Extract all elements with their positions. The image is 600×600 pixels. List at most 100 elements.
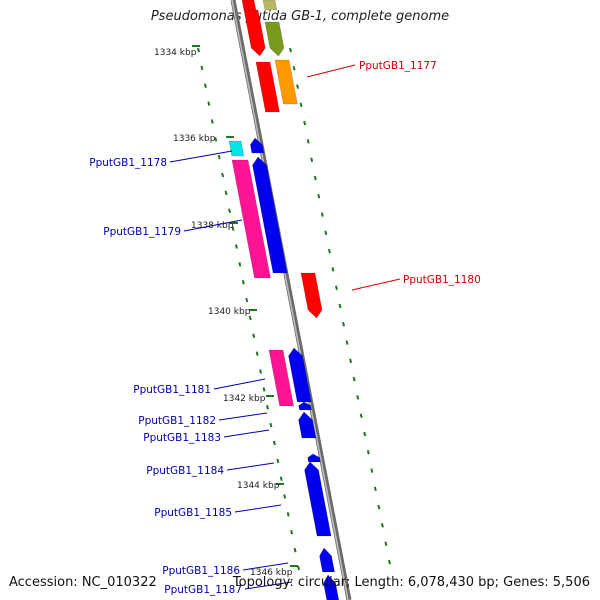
right-scale-ruler (342, 322, 346, 327)
gene-label-pputgb1-1185[interactable]: PputGB1_1185 (154, 507, 232, 519)
right-scale-ruler (338, 303, 342, 309)
right-scale-ruler (303, 120, 307, 126)
gene-feature-pputgb1-1187[interactable] (323, 574, 340, 600)
right-scale-ruler (359, 413, 363, 418)
scale-label: 1336 kbp (173, 134, 216, 144)
left-scale-ruler (217, 154, 221, 160)
left-scale-ruler (262, 387, 266, 392)
left-scale-ruler (200, 65, 204, 71)
left-scale-ruler (290, 530, 294, 535)
leader-line-pputgb1-1177 (306, 64, 356, 78)
left-scale-ruler (286, 512, 290, 517)
left-scale-ruler (272, 440, 276, 446)
gene-label-pputgb1-1180[interactable]: PputGB1_1180 (403, 274, 481, 286)
gene-label-pputgb1-1181[interactable]: PputGB1_1181 (133, 384, 211, 396)
genome-backbone-highlight (231, 0, 349, 600)
left-scale-ruler (297, 565, 300, 571)
left-scale-ruler (210, 119, 214, 124)
map-title: Pseudomonas putida GB-1, complete genome (150, 9, 450, 24)
right-scale-ruler (320, 212, 324, 217)
left-scale-ruler (234, 244, 238, 249)
scale-label: 1342 kbp (223, 394, 266, 404)
gene-feature-pputgb1-1182[interactable] (298, 401, 312, 411)
gene-label-pputgb1-1179[interactable]: PputGB1_1179 (103, 226, 181, 238)
left-scale-ruler (231, 226, 235, 231)
gene-feature-pputgb1-1184[interactable] (307, 453, 321, 463)
gene-feature-red[interactable] (255, 61, 280, 113)
right-scale-ruler (349, 358, 353, 364)
gene-feature-blue[interactable] (249, 137, 265, 154)
scale-label: 1344 kbp (237, 481, 280, 491)
left-scale-ruler (276, 458, 280, 464)
right-scale-ruler (370, 468, 374, 473)
gene-feature-pputgb1-1179[interactable] (231, 159, 271, 279)
gene-feature-top-olive[interactable] (262, 0, 278, 11)
accession-label: Accession: NC_010322 (9, 575, 157, 590)
gene-feature-blue[interactable] (288, 347, 312, 403)
left-scale-ruler (228, 208, 232, 214)
left-scale-ruler (197, 47, 200, 53)
leader-line-pputgb1-1181 (213, 378, 266, 390)
left-scale-ruler (248, 315, 252, 321)
gene-feature-red[interactable] (243, 9, 266, 57)
right-scale-ruler (296, 84, 300, 89)
right-scale-ruler (388, 559, 391, 565)
right-scale-ruler (299, 102, 303, 108)
gene-feature-pputgb1-1178[interactable] (228, 140, 245, 157)
right-scale-ruler (306, 139, 310, 144)
leader-line-pputgb1-1184 (226, 462, 275, 471)
gene-label-pputgb1-1184[interactable]: PputGB1_1184 (146, 465, 224, 477)
gene-label-pputgb1-1187[interactable]: PputGB1_1187 (164, 584, 242, 596)
scale-label: 1334 kbp (154, 48, 197, 58)
left-scale-ruler (279, 476, 283, 481)
left-scale-ruler (252, 333, 256, 339)
gene-label-pputgb1-1177[interactable]: PputGB1_1177 (359, 60, 437, 72)
right-scale-ruler (331, 267, 335, 272)
gene-label-pputgb1-1182[interactable]: PputGB1_1182 (138, 415, 216, 427)
left-scale-ruler (245, 297, 249, 303)
gene-feature-pputgb1-1177[interactable] (274, 59, 298, 105)
genome-backbone (230, 0, 352, 600)
right-scale-ruler (373, 486, 377, 492)
gene-feature-pputgb1-1180[interactable] (300, 272, 323, 319)
gene-label-pputgb1-1186[interactable]: PputGB1_1186 (162, 565, 240, 577)
right-scale-ruler (313, 175, 317, 181)
left-scale-ruler (221, 172, 225, 178)
right-scale-ruler (380, 523, 384, 528)
right-scale-ruler (334, 285, 338, 290)
left-scale-ruler (255, 351, 259, 356)
gene-feature-pputgb1-1185[interactable] (304, 461, 332, 537)
left-scale-ruler (283, 494, 287, 499)
left-scale-ruler (238, 262, 242, 267)
gene-feature-pputgb1-1183[interactable] (298, 411, 317, 439)
gene-feature-top-red[interactable] (241, 0, 257, 11)
right-scale-ruler (377, 504, 381, 510)
leader-line-pputgb1-1182 (218, 412, 268, 421)
gene-label-pputgb1-1183[interactable]: PputGB1_1183 (143, 432, 221, 444)
left-scale-ruler (269, 422, 273, 428)
gene-feature-pputgb1-1181[interactable] (268, 349, 295, 407)
right-scale-ruler (345, 340, 349, 345)
left-scale-ruler (214, 137, 218, 142)
leader-line-pputgb1-1183 (223, 429, 270, 438)
right-scale-ruler (292, 66, 296, 71)
leader-line-pputgb1-1178 (169, 150, 233, 163)
right-scale-ruler (363, 431, 367, 437)
left-scale-ruler (265, 404, 269, 410)
left-scale-ruler (259, 369, 263, 374)
leader-line-pputgb1-1179 (183, 219, 243, 232)
left-scale-ruler (293, 547, 297, 553)
gene-label-pputgb1-1178[interactable]: PputGB1_1178 (89, 157, 167, 169)
gene-feature-blue[interactable] (252, 156, 288, 274)
right-scale-ruler (356, 395, 360, 400)
leader-line-pputgb1-1185 (234, 504, 282, 513)
scale-label: 1346 kbp (250, 568, 293, 578)
genome-summary: Topology: circular; Length: 6,078,430 bp… (232, 575, 590, 590)
right-scale-ruler (384, 541, 388, 546)
right-scale-ruler (352, 376, 356, 382)
gene-feature-pputgb1-1186[interactable] (319, 547, 335, 573)
gene-feature-olive[interactable] (264, 21, 285, 57)
left-scale-ruler (224, 190, 228, 196)
right-scale-ruler (324, 230, 328, 236)
right-scale-ruler (366, 450, 370, 455)
